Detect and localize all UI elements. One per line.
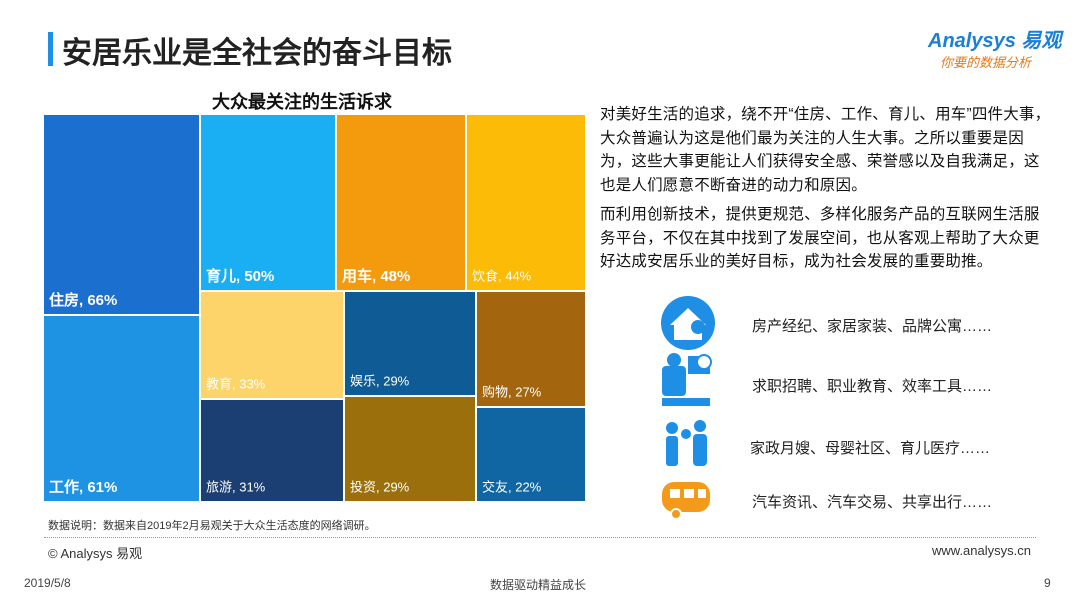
data-label: 住房, 66% [49, 291, 117, 309]
data-label: 投资, 29% [350, 479, 410, 494]
data-label: 用车, 48% [342, 267, 410, 285]
paragraph: 而利用创新技术，提供更规范、多样化服务产品的互联网生活服务平台，不仅在其中找到了… [600, 206, 1040, 270]
data-label: 交友, 22% [482, 479, 542, 494]
icons [661, 296, 715, 520]
title-bar [48, 32, 53, 66]
treemap-tile [337, 115, 465, 290]
treemap-tile [201, 292, 343, 398]
website: www.analysys.cn [932, 543, 1031, 558]
data-note: 数据说明：数据来自2019年2月易观关于大众生活态度的网络调研。 [48, 520, 376, 532]
data-label: 购物, 27% [482, 384, 542, 399]
list-item: 求职招聘、职业教育、效率工具…… [752, 378, 993, 395]
divider [44, 537, 1036, 538]
treemap-tile [345, 397, 475, 501]
chart-title: 大众最关注的生活诉求 [212, 92, 392, 112]
list-item: 家政月嫂、母婴社区、育儿医疗…… [750, 440, 991, 457]
treemap-tile [44, 115, 199, 314]
slide-title: 安居乐业是全社会的奋斗目标 [62, 37, 452, 70]
treemap-tile [44, 316, 199, 501]
data-label: 娱乐, 29% [350, 373, 410, 388]
data-label: 饮食, 44% [472, 268, 532, 283]
treemap-tile [467, 115, 585, 290]
data-label: 工作, 61% [49, 478, 117, 496]
list-item: 房产经纪、家居家装、品牌公寓…… [752, 318, 993, 335]
data-label: 旅游, 31% [206, 479, 266, 494]
date: 2019/5/8 [24, 576, 71, 590]
paragraph: 对美好生活的追求，绕不开“住房、工作、育儿、用车”四件大事，大众普遍认为这是他们… [600, 106, 1051, 194]
logo: Analysys 易观 [928, 30, 1062, 52]
page-number: 9 [1044, 576, 1051, 590]
motto: 数据驱动精益成长 [490, 578, 587, 592]
data-label: 教育, 33% [206, 376, 266, 391]
treemap-tile [201, 400, 343, 501]
treemap-tile [477, 292, 585, 406]
data-label: 育儿, 50% [206, 267, 274, 285]
treemap-tile [345, 292, 475, 395]
treemap-tile [201, 115, 335, 290]
list-item: 汽车资讯、汽车交易、共享出行…… [752, 494, 993, 511]
treemap-tile [477, 408, 585, 501]
slogan: 你要的数据分析 [940, 55, 1032, 70]
copyright: © Analysys 易观 [48, 546, 143, 561]
